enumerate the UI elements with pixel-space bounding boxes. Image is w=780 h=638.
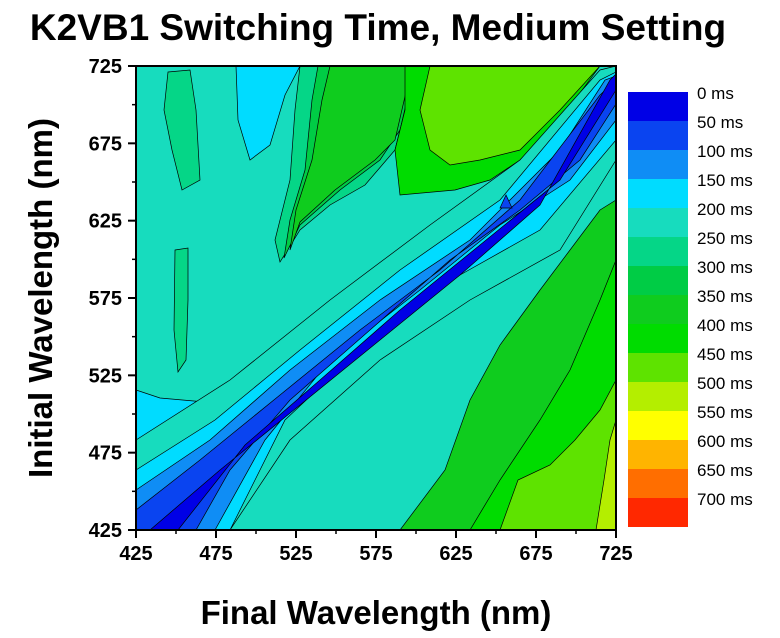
x-axis-label: Final Wavelength (nm) [201, 594, 552, 631]
legend-label: 100 ms [697, 142, 753, 161]
legend-swatch [628, 382, 688, 411]
legend-swatch [628, 92, 688, 121]
chart-title: K2VB1 Switching Time, Medium Setting [30, 7, 726, 48]
contour-250ms-column-mid [173, 247, 189, 374]
legend-swatch [628, 266, 688, 295]
x-tick-label: 475 [199, 543, 232, 565]
legend-label: 50 ms [697, 113, 743, 132]
legend-label: 700 ms [697, 490, 753, 509]
legend-swatch [628, 440, 688, 469]
contour-450ms-upper [419, 66, 601, 166]
legend-swatch [628, 295, 688, 324]
x-tick-label: 525 [279, 543, 312, 565]
legend-swatch [628, 237, 688, 266]
x-tick-label: 625 [439, 543, 472, 565]
legend-label: 200 ms [697, 200, 753, 219]
y-tick-label: 675 [89, 133, 122, 155]
y-tick-label: 525 [89, 365, 122, 387]
plot-area [135, 65, 617, 531]
y-tick-label: 575 [89, 288, 122, 310]
legend-label: 400 ms [697, 316, 753, 335]
legend-label: 500 ms [697, 374, 753, 393]
y-tick-label: 625 [89, 211, 122, 233]
legend-label: 0 ms [697, 84, 734, 103]
color-legend: 0 ms 50 ms 100 ms 150 ms 200 ms 250 ms 300 ms 3… [628, 84, 753, 527]
legend-label: 600 ms [697, 432, 753, 451]
legend-swatch [628, 498, 688, 527]
x-axis: 425 475 525 575 625 675 725 [119, 530, 633, 565]
contour-regions [136, 66, 616, 530]
contour-250ms-column-left [163, 69, 201, 191]
legend-swatch [628, 353, 688, 382]
legend-label: 550 ms [697, 403, 753, 422]
contour-500ms-corner [595, 419, 616, 530]
legend-label: 300 ms [697, 258, 753, 277]
legend-swatch [628, 150, 688, 179]
legend-label: 450 ms [697, 345, 753, 364]
legend-swatch [628, 411, 688, 440]
contour-50ms-band [136, 79, 616, 530]
legend-swatch [628, 208, 688, 237]
legend-label: 350 ms [697, 287, 753, 306]
contour-350ms-upper-mid [289, 66, 413, 251]
y-tick-label: 725 [89, 56, 122, 78]
contour-0ms-band [149, 73, 616, 530]
contour-50ms-island [499, 194, 513, 209]
legend-label: 250 ms [697, 229, 753, 248]
x-tick-label: 675 [519, 543, 552, 565]
legend-label: 150 ms [697, 171, 753, 190]
y-axis-label: Initial Wavelength (nm) [22, 118, 59, 478]
y-tick-label: 425 [89, 520, 122, 542]
y-axis: 425 475 525 575 625 675 725 [89, 56, 136, 542]
contour-450ms-lower [499, 379, 616, 530]
x-tick-label: 425 [119, 543, 152, 565]
y-tick-label: 475 [89, 443, 122, 465]
legend-swatch [628, 469, 688, 498]
contour-150ms-upper-left [235, 66, 301, 161]
x-tick-label: 575 [359, 543, 392, 565]
legend-swatch [628, 324, 688, 353]
legend-swatch [628, 179, 688, 208]
legend-label: 650 ms [697, 461, 753, 480]
x-tick-label: 725 [599, 543, 632, 565]
legend-swatch [628, 121, 688, 150]
